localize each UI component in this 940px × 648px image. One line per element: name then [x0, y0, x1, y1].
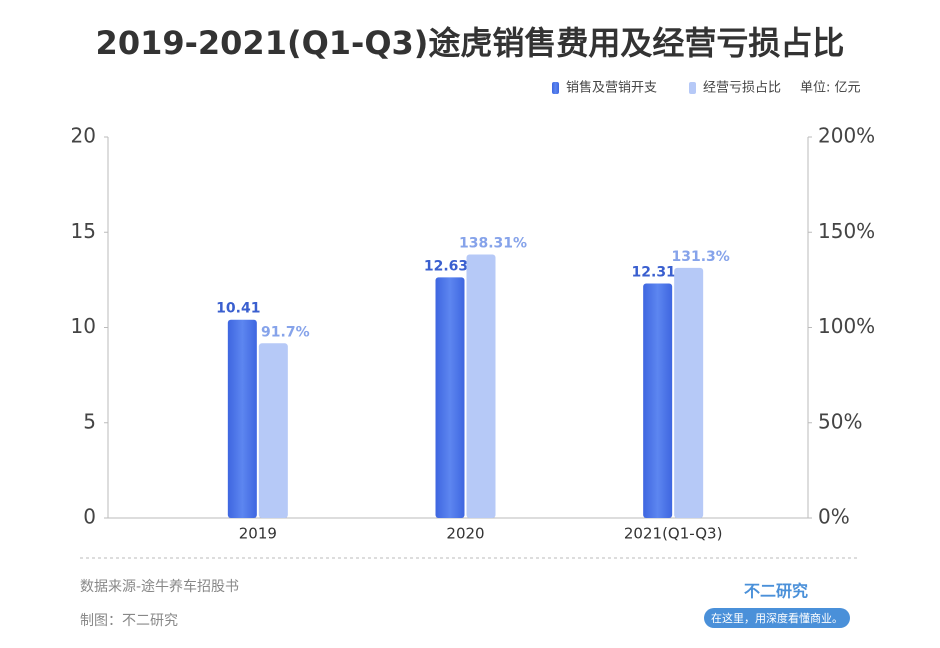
- value-label: 12.63: [424, 258, 468, 274]
- x-tick-label: 2019: [239, 525, 277, 543]
- unit-label: 单位: 亿元: [800, 81, 861, 96]
- credit: 制图：不二研究: [80, 613, 178, 629]
- legend-label: 销售及营销开支: [566, 80, 657, 96]
- y2-tick-label: 100%: [818, 314, 875, 338]
- source: 数据来源-途牛养车招股书: [80, 578, 239, 595]
- y-tick-label: 5: [83, 409, 96, 433]
- y2-tick-label: 0%: [818, 505, 850, 529]
- x-tick-label: 2020: [446, 525, 484, 543]
- legend-marker: [552, 82, 559, 94]
- bar: [674, 267, 704, 518]
- y2-tick-label: 200%: [818, 124, 875, 148]
- y-tick-label: 0: [83, 505, 96, 529]
- bar: [466, 254, 496, 518]
- y2-tick-label: 150%: [818, 219, 875, 243]
- bar: [643, 283, 673, 518]
- y-tick-label: 10: [71, 314, 96, 338]
- value-label: 12.31: [632, 264, 676, 280]
- y-tick-label: 15: [71, 219, 96, 243]
- value-label: 138.31%: [459, 236, 527, 252]
- slogan: 在这里，用深度看懂商业。: [711, 611, 843, 625]
- legend-label: 经营亏损占比: [703, 81, 781, 96]
- bar: [435, 277, 465, 518]
- value-label: 131.3%: [672, 249, 730, 265]
- value-label: 91.7%: [261, 324, 310, 340]
- value-label: 10.41: [216, 301, 260, 317]
- chart-title: 2019-2021(Q1-Q3)途虎销售费用及经营亏损占比: [96, 24, 845, 62]
- bar: [227, 319, 257, 518]
- bar: [258, 343, 288, 518]
- brand: 不二研究: [744, 582, 808, 601]
- y2-tick-label: 50%: [818, 409, 862, 433]
- y-tick-label: 20: [71, 124, 96, 148]
- x-tick-label: 2021(Q1-Q3): [624, 525, 723, 543]
- slogan-pill: [704, 608, 850, 628]
- legend-marker: [689, 82, 696, 94]
